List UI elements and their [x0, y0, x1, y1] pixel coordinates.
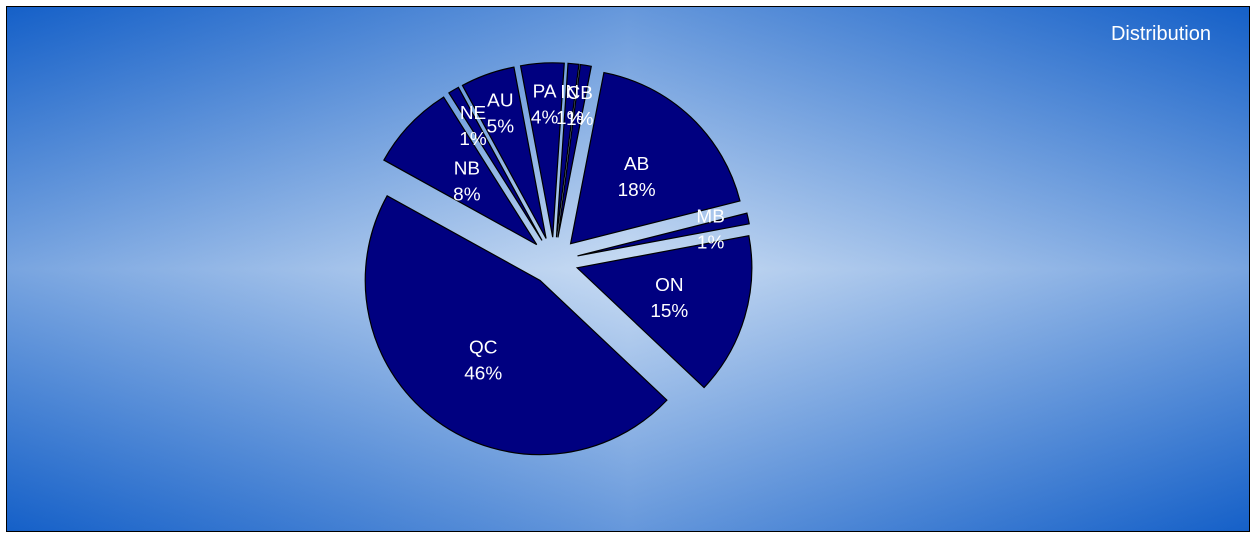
slice-name-label: NB [454, 159, 480, 180]
pie-slice-cb [557, 63, 592, 238]
slice-name-label: MB [696, 207, 724, 228]
slice-value-label: 15% [650, 301, 688, 322]
slice-value-label: 46% [464, 364, 502, 385]
pie-slices [364, 62, 753, 456]
slice-name-label: NE [460, 103, 486, 124]
slice-value-label: 8% [453, 185, 481, 206]
chart-area: AB 18% MB 1% ON 15% QC 46% NB 8% NE 1% AU 5% PA 4% IN 1% C… [6, 6, 1250, 532]
pie-slice-in [555, 62, 580, 238]
slice-name-label: ON [655, 275, 683, 296]
slice-name-label: PA [533, 81, 557, 102]
slice-name-label: QC [469, 338, 497, 359]
pie-slice-mb [577, 212, 750, 257]
pie-slice-ab [569, 71, 741, 245]
slice-value-label: 18% [618, 180, 656, 201]
pie-slice-ne [448, 86, 543, 241]
slice-value-label: 1% [556, 108, 584, 129]
pie-slice-au [461, 66, 547, 239]
slice-value-label: 1% [697, 233, 725, 254]
slice-name-label: IN [560, 82, 579, 103]
pie-slice-qc [364, 194, 668, 456]
slice-value-label: 1% [566, 109, 594, 130]
slice-value-label: 4% [531, 107, 559, 128]
slice-name-label: AB [624, 154, 649, 175]
pie-labels: AB18%MB1%ON15%QC46%NB8%NE1%AU5%PA4%IN1%C… [453, 81, 725, 384]
slice-name-label: CB [567, 83, 593, 104]
slice-name-label: AU [487, 90, 513, 111]
slice-value-label: 5% [487, 116, 515, 137]
pie-slice-on [575, 235, 753, 389]
slice-value-label: 1% [459, 129, 487, 150]
pie-slice-nb [383, 96, 538, 246]
pie-slice-pa [519, 62, 565, 238]
pie-chart: AB18%MB1%ON15%QC46%NB8%NE1%AU5%PA4%IN1%C… [7, 7, 1249, 531]
legend-label: Distribution [1110, 23, 1211, 45]
